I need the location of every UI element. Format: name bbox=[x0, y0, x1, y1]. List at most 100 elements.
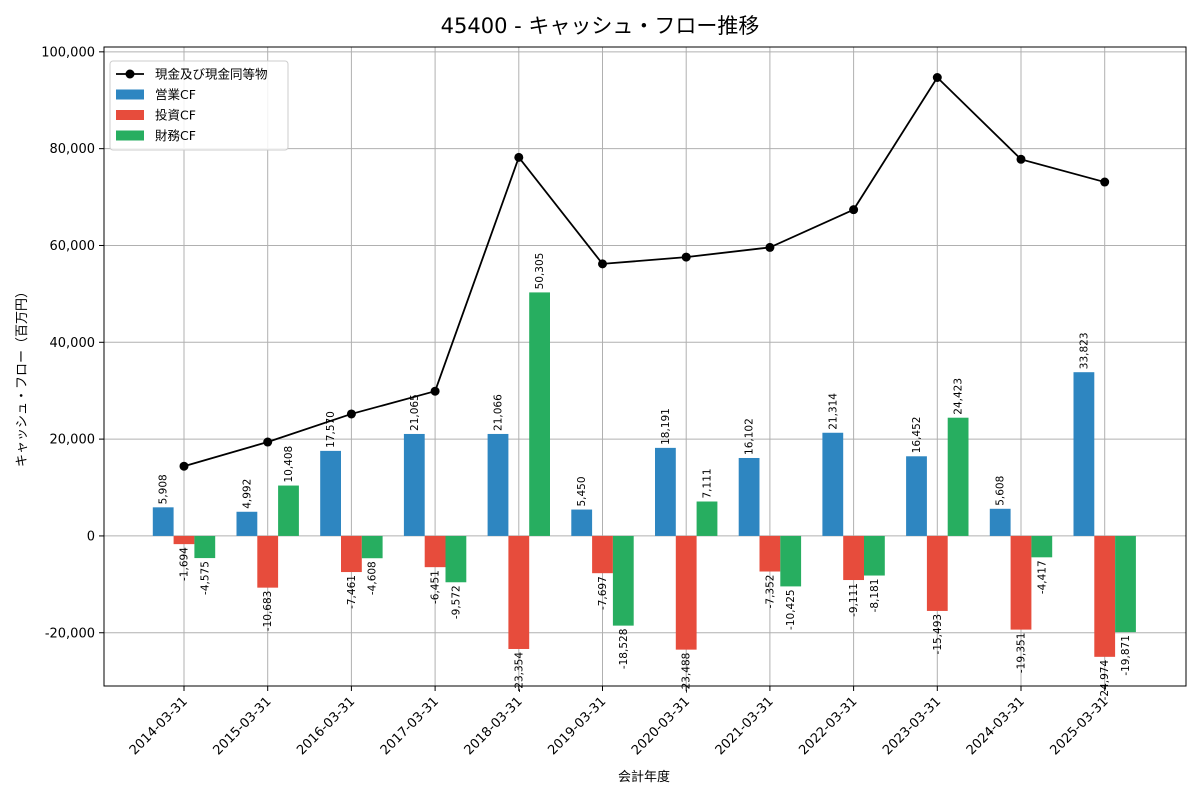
legend-box bbox=[109, 60, 289, 151]
x-tick-label: 2023-03-31 bbox=[880, 694, 944, 758]
cash-equivalents-point-2015-03-31 bbox=[263, 437, 273, 447]
bar-財務CF-2020-03-31 bbox=[696, 501, 718, 536]
bar-value-label: 21,314 bbox=[827, 393, 839, 430]
bar-投資CF-2023-03-31 bbox=[926, 535, 948, 611]
bar-value-label: 17,570 bbox=[325, 411, 337, 448]
y-tick-label: 100,000 bbox=[41, 45, 95, 60]
bar-value-label: -9,111 bbox=[848, 583, 860, 617]
bar-財務CF-2016-03-31 bbox=[361, 535, 383, 559]
legend-entry: 現金及び現金同等物 bbox=[155, 67, 268, 82]
cash-equivalents-point-2021-03-31 bbox=[765, 242, 775, 252]
bar-投資CF-2020-03-31 bbox=[675, 535, 697, 650]
chart-title: 45400 - キャッシュ・フロー推移 bbox=[441, 14, 760, 38]
cash-equivalents-line bbox=[183, 76, 1105, 468]
x-tick-label: 2016-03-31 bbox=[294, 694, 358, 758]
bar-value-label: 5,908 bbox=[158, 474, 170, 504]
bar-value-label: 21,065 bbox=[409, 394, 421, 431]
bar-営業CF-2022-03-31 bbox=[822, 432, 844, 536]
bar-value-label: 50,305 bbox=[534, 253, 546, 290]
bar-営業CF-2016-03-31 bbox=[320, 450, 341, 536]
y-tick-label: 0 bbox=[87, 529, 95, 544]
cash-equivalents-point-2017-03-31 bbox=[430, 386, 440, 396]
x-axis-label: 会計年度 bbox=[618, 769, 670, 785]
x-tick-label: 2019-03-31 bbox=[545, 694, 609, 758]
bar-営業CF-2021-03-31 bbox=[738, 457, 760, 536]
x-tick-label: 2021-03-31 bbox=[713, 694, 777, 758]
bar-営業CF-2025-03-31 bbox=[1073, 372, 1095, 536]
legend-swatch-投資CF bbox=[116, 110, 144, 120]
x-tick-label: 2015-03-31 bbox=[210, 694, 274, 758]
plot-frame bbox=[103, 46, 1187, 687]
bar-value-label: 5,608 bbox=[995, 476, 1007, 506]
bar-投資CF-2021-03-31 bbox=[759, 535, 781, 572]
legend-entry: 財務CF bbox=[155, 128, 196, 143]
legend-swatch-marker bbox=[125, 69, 135, 79]
cash-equivalents-point-2020-03-31 bbox=[681, 252, 691, 262]
bar-財務CF-2015-03-31 bbox=[278, 485, 299, 536]
bar-投資CF-2016-03-31 bbox=[341, 535, 362, 573]
bar-営業CF-2019-03-31 bbox=[571, 509, 593, 536]
bar-value-label: -24,974 bbox=[1099, 660, 1111, 701]
y-tick-label: 60,000 bbox=[50, 239, 96, 254]
cash-equivalents-point-2023-03-31 bbox=[932, 72, 942, 82]
cash-equivalents-point-2025-03-31 bbox=[1100, 177, 1110, 187]
y-axis: -20,000 0 20,000 40,000 60,000 80,000 100,000 bbox=[41, 45, 104, 641]
y-tick-label: 20,000 bbox=[50, 433, 96, 448]
y-tick-label: 40,000 bbox=[50, 336, 96, 351]
bar-value-label: -4,417 bbox=[1036, 560, 1048, 594]
bar-value-label: 16,102 bbox=[744, 418, 756, 455]
bar-value-label: -6,451 bbox=[430, 570, 442, 604]
bar-value-label: -4,608 bbox=[367, 561, 379, 595]
x-tick-label: 2017-03-31 bbox=[378, 694, 442, 758]
bar-営業CF-2023-03-31 bbox=[906, 456, 927, 536]
x-axis: 2014-03-31 2015-03-31 2016-03-31 2017-03-31… bbox=[127, 686, 1112, 758]
bar-value-label: 24,423 bbox=[953, 378, 965, 415]
bar-value-label: -19,871 bbox=[1120, 635, 1132, 676]
cash-equivalents-point-2022-03-31 bbox=[849, 205, 859, 215]
x-tick-label: 2022-03-31 bbox=[796, 694, 860, 758]
bar-財務CF-2025-03-31 bbox=[1115, 535, 1136, 633]
cash-equivalents-point-2014-03-31 bbox=[179, 461, 189, 471]
legend-entry: 営業CF bbox=[155, 87, 196, 102]
bar-投資CF-2014-03-31 bbox=[173, 535, 195, 545]
bar-value-label: -4,575 bbox=[199, 561, 211, 595]
y-tick-label: -20,000 bbox=[45, 626, 95, 641]
bar-財務CF-2023-03-31 bbox=[947, 417, 969, 536]
bar-value-label: -1,694 bbox=[179, 547, 191, 581]
x-tick-label: 2018-03-31 bbox=[462, 694, 526, 758]
line-layer bbox=[179, 72, 1110, 471]
bar-営業CF-2018-03-31 bbox=[487, 433, 509, 536]
bar-value-label: -10,425 bbox=[785, 589, 797, 630]
bar-財務CF-2014-03-31 bbox=[194, 535, 216, 559]
bar-営業CF-2024-03-31 bbox=[989, 508, 1011, 536]
cash-equivalents-point-2018-03-31 bbox=[514, 152, 524, 162]
x-tick-label: 2025-03-31 bbox=[1047, 694, 1111, 758]
bar-value-label: 18,191 bbox=[660, 408, 672, 445]
bar-value-label: 7,111 bbox=[702, 468, 714, 498]
bar-value-label: 5,450 bbox=[576, 476, 588, 506]
bar-value-label: -7,461 bbox=[346, 575, 358, 609]
bar-value-label: -19,351 bbox=[1016, 633, 1028, 674]
bar-投資CF-2024-03-31 bbox=[1010, 535, 1032, 630]
y-axis-label: キャッシュ・フロー（百万円） bbox=[15, 285, 30, 467]
bar-投資CF-2015-03-31 bbox=[257, 535, 279, 588]
bar-財務CF-2017-03-31 bbox=[445, 535, 467, 583]
legend-swatch-営業CF bbox=[116, 89, 144, 100]
bar-財務CF-2022-03-31 bbox=[864, 535, 885, 576]
bar-value-label: -7,352 bbox=[764, 575, 776, 609]
bar-value-label: -8,181 bbox=[869, 579, 881, 613]
bar-財務CF-2024-03-31 bbox=[1031, 535, 1053, 558]
bars-layer bbox=[152, 292, 1136, 657]
bar-営業CF-2017-03-31 bbox=[403, 433, 425, 536]
bar-value-label: -15,493 bbox=[932, 614, 944, 655]
bar-value-label: -9,572 bbox=[450, 585, 462, 619]
bar-投資CF-2018-03-31 bbox=[508, 535, 530, 649]
bar-投資CF-2022-03-31 bbox=[843, 535, 864, 581]
x-tick-label: 2020-03-31 bbox=[629, 694, 693, 758]
bar-value-label: -23,488 bbox=[681, 653, 693, 694]
bar-value-label: 21,066 bbox=[493, 394, 505, 431]
bar-財務CF-2021-03-31 bbox=[780, 535, 802, 587]
x-tick-label: 2014-03-31 bbox=[127, 694, 191, 758]
bar-営業CF-2014-03-31 bbox=[152, 507, 174, 536]
